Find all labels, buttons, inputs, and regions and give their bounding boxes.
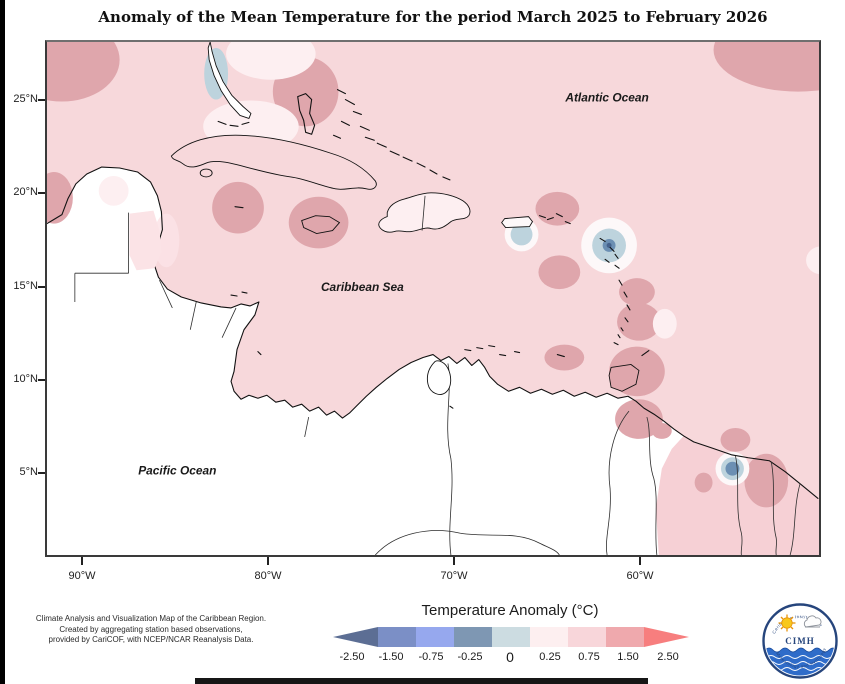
legend-tick: 0 <box>506 649 514 665</box>
atlantic-ocean-label: Atlantic Ocean <box>564 91 648 105</box>
lon-tick <box>639 557 641 565</box>
colorbar-segment <box>530 627 568 647</box>
orinoco-delta-blob <box>615 399 663 439</box>
cool-anomaly-spots <box>204 47 750 486</box>
lon-tick <box>453 557 455 565</box>
cimh-logo: Caribbean Institute for CIMH <box>762 603 838 679</box>
pacific-ocean-label: Pacific Ocean <box>138 464 216 478</box>
map-frame: Atlantic Ocean Caribbean Sea Pacific Oce… <box>45 40 821 557</box>
legend-tick: 0.25 <box>539 651 561 663</box>
lat-tick <box>38 192 45 194</box>
credits-line: Created by aggregating station based obs… <box>59 624 243 634</box>
lon-label: 90°W <box>68 570 96 582</box>
figure-title: Anomaly of the Mean Temperature for the … <box>98 8 768 26</box>
cayman-island <box>234 206 244 209</box>
puertorico-cool-spot <box>510 223 533 246</box>
cayman-warm-blob <box>212 181 264 234</box>
lon-label: 70°W <box>440 570 468 582</box>
lat-tick <box>38 472 45 474</box>
lat-tick <box>38 286 45 288</box>
legend-tick: -0.75 <box>418 651 444 663</box>
colorbar-segment <box>416 627 454 647</box>
caribbean-sea-label: Caribbean Sea <box>321 280 404 294</box>
small-islands <box>230 89 631 409</box>
colorbar-segment <box>454 627 492 647</box>
jamaica-outline <box>301 215 341 234</box>
lat-label: 25°N <box>13 93 38 105</box>
lon-tick <box>81 557 83 565</box>
lon-label: 60°W <box>626 570 654 582</box>
legend-tick: -1.50 <box>378 651 404 663</box>
legend-colorbar <box>333 627 689 647</box>
lat-tick <box>38 99 45 101</box>
lon-label: 80°W <box>254 570 282 582</box>
legend-tick: 0.75 <box>578 651 600 663</box>
legend-tick: -0.25 <box>457 651 483 663</box>
credits-block: Climate Analysis and Visualization Map o… <box>15 614 287 646</box>
florida-land <box>207 42 252 127</box>
lake-maracaibo <box>426 360 452 395</box>
sun-icon <box>778 614 796 632</box>
legend-tick: 1.50 <box>617 651 639 663</box>
puerto-rico-outline <box>501 216 534 229</box>
colorbar-segment <box>568 627 606 647</box>
topright-warm-blob <box>713 42 819 92</box>
political-borders <box>74 212 801 555</box>
colorbar-segment <box>492 627 530 647</box>
caribbean-anomaly-map: Atlantic Ocean Caribbean Sea Pacific Oce… <box>47 42 819 555</box>
colorbar-segment <box>378 627 416 647</box>
guiana-warm-blob <box>744 453 789 508</box>
trinidad-outline <box>608 350 650 392</box>
lat-tick <box>38 379 45 381</box>
lat-label: 15°N <box>13 280 38 292</box>
lat-label: 10°N <box>13 373 38 385</box>
credits-line: provided by CariCOF, with NCEP/NCAR Rean… <box>48 635 254 644</box>
lat-label: 5°N <box>19 466 38 478</box>
logo-acronym: CIMH <box>785 636 815 646</box>
belize-wash <box>129 210 162 271</box>
colorbar-left-arrow <box>333 627 378 647</box>
guyana-cool-spot <box>725 461 740 476</box>
credits-line: Climate Analysis and Visualization Map o… <box>35 614 267 623</box>
cuba-outline <box>170 134 377 190</box>
left-edge-bar <box>0 0 5 684</box>
hispaniola-outline <box>378 192 471 233</box>
lat-label: 20°N <box>13 186 38 198</box>
lon-tick <box>267 557 269 565</box>
colorbar-right-arrow <box>644 627 689 647</box>
colorbar-segment <box>606 627 644 647</box>
cloud-icon <box>803 615 822 628</box>
mainland-coastline <box>47 166 819 499</box>
legend-title: Temperature Anomaly (°C) <box>421 602 599 619</box>
bottom-black-bar <box>195 678 648 684</box>
legend-tick: -2.50 <box>339 651 365 663</box>
legend-tick: 2.50 <box>657 651 679 663</box>
